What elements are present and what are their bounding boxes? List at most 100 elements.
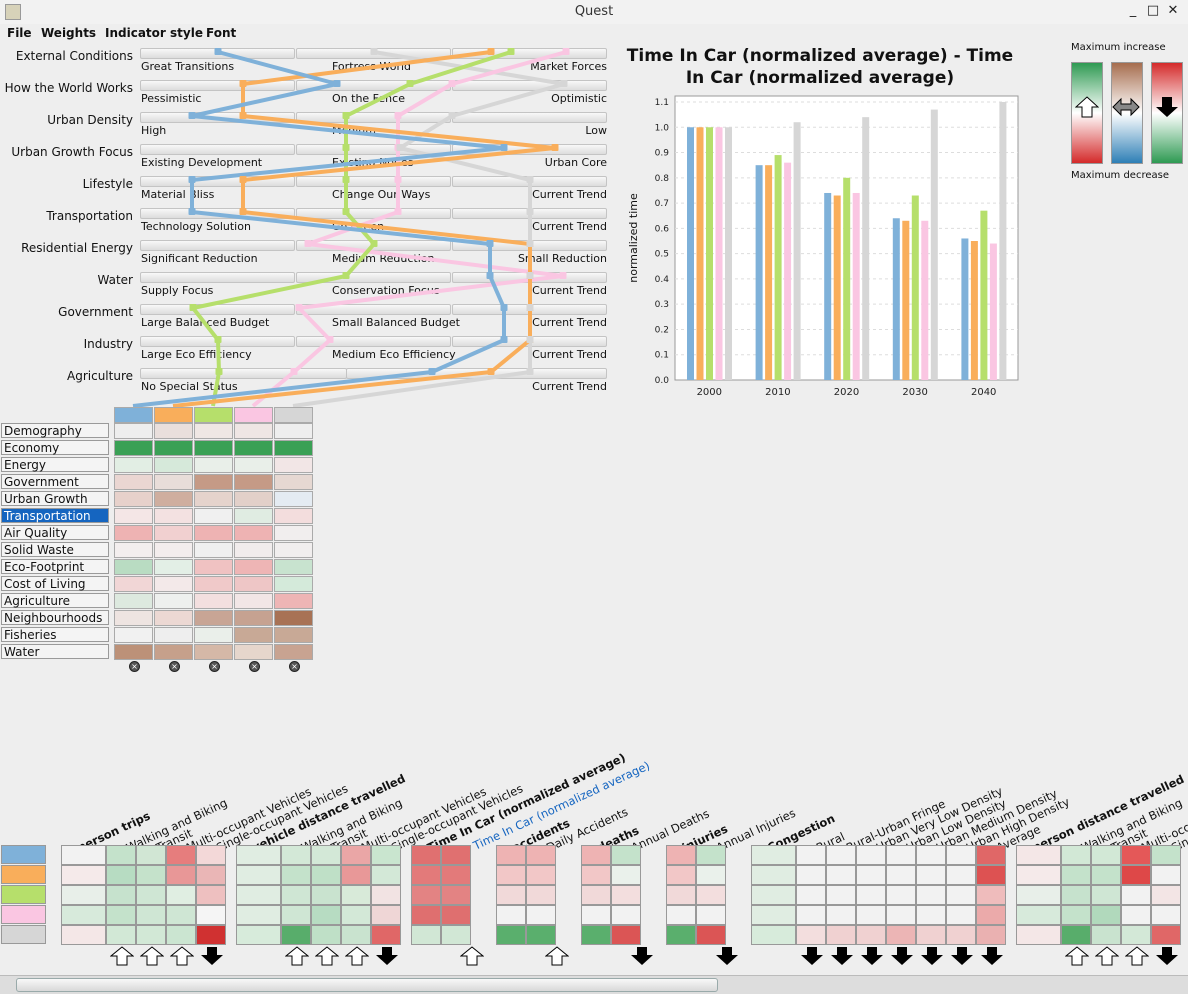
- indicator-cell[interactable]: [61, 925, 106, 945]
- indicator-cell[interactable]: [526, 925, 556, 945]
- indicator-cell[interactable]: [136, 905, 166, 925]
- heatmap-cell[interactable]: [274, 440, 313, 456]
- indicator-cell[interactable]: [281, 885, 311, 905]
- scenario-column-header[interactable]: [154, 407, 193, 423]
- heatmap-cell[interactable]: [234, 474, 273, 490]
- scenario-column-header[interactable]: [274, 407, 313, 423]
- heatmap-cell[interactable]: [274, 559, 313, 575]
- indicator-cell[interactable]: [106, 905, 136, 925]
- driver-slider-segment[interactable]: [452, 240, 607, 251]
- heatmap-cell[interactable]: [114, 627, 153, 643]
- category-item[interactable]: Fisheries: [1, 627, 109, 642]
- indicator-cell[interactable]: [946, 885, 976, 905]
- heatmap-cell[interactable]: [114, 644, 153, 660]
- indicator-cell[interactable]: [311, 925, 341, 945]
- indicator-cell[interactable]: [826, 845, 856, 865]
- indicator-cell[interactable]: [441, 925, 471, 945]
- heatmap-cell[interactable]: [154, 542, 193, 558]
- indicator-cell[interactable]: [916, 865, 946, 885]
- indicator-cell[interactable]: [166, 905, 196, 925]
- indicator-cell[interactable]: [1061, 905, 1091, 925]
- indicator-cell[interactable]: [666, 865, 696, 885]
- indicator-cell[interactable]: [341, 925, 371, 945]
- indicator-cell[interactable]: [61, 865, 106, 885]
- indicator-cell[interactable]: [976, 885, 1006, 905]
- category-item[interactable]: Energy: [1, 457, 109, 472]
- heatmap-cell[interactable]: [234, 627, 273, 643]
- indicator-cell[interactable]: [856, 865, 886, 885]
- indicator-cell[interactable]: [916, 845, 946, 865]
- heatmap-cell[interactable]: [154, 491, 193, 507]
- indicator-cell[interactable]: [796, 905, 826, 925]
- indicator-cell[interactable]: [166, 925, 196, 945]
- indicator-cell[interactable]: [136, 885, 166, 905]
- heatmap-cell[interactable]: [114, 440, 153, 456]
- remove-scenario-icon[interactable]: ×: [209, 661, 220, 672]
- indicator-cell[interactable]: [1061, 885, 1091, 905]
- category-item[interactable]: Water: [1, 644, 109, 659]
- driver-slider-segment[interactable]: [452, 144, 607, 155]
- indicator-cell[interactable]: [136, 925, 166, 945]
- heatmap-cell[interactable]: [154, 525, 193, 541]
- indicator-cell[interactable]: [581, 905, 611, 925]
- indicator-cell[interactable]: [946, 865, 976, 885]
- indicator-cell[interactable]: [526, 885, 556, 905]
- indicator-cell[interactable]: [106, 845, 136, 865]
- menu-weights[interactable]: Weights: [41, 26, 96, 40]
- indicator-cell[interactable]: [581, 925, 611, 945]
- indicator-cell[interactable]: [611, 925, 641, 945]
- indicator-cell[interactable]: [1016, 905, 1061, 925]
- heatmap-cell[interactable]: [194, 423, 233, 439]
- heatmap-cell[interactable]: [194, 525, 233, 541]
- indicator-cell[interactable]: [106, 865, 136, 885]
- indicator-cell[interactable]: [666, 925, 696, 945]
- menu-font[interactable]: Font: [206, 26, 236, 40]
- indicator-cell[interactable]: [1091, 845, 1121, 865]
- driver-slider-segment[interactable]: [296, 48, 451, 59]
- indicator-cell[interactable]: [1121, 845, 1151, 865]
- heatmap-cell[interactable]: [234, 610, 273, 626]
- remove-scenario-icon[interactable]: ×: [129, 661, 140, 672]
- heatmap-cell[interactable]: [114, 559, 153, 575]
- category-item[interactable]: Urban Growth: [1, 491, 109, 506]
- category-item[interactable]: Demography: [1, 423, 109, 438]
- indicator-cell[interactable]: [441, 885, 471, 905]
- indicator-cell[interactable]: [1151, 865, 1181, 885]
- indicator-cell[interactable]: [856, 845, 886, 865]
- indicator-cell[interactable]: [281, 905, 311, 925]
- indicator-cell[interactable]: [526, 905, 556, 925]
- heatmap-cell[interactable]: [194, 644, 233, 660]
- indicator-cell[interactable]: [1091, 885, 1121, 905]
- heatmap-cell[interactable]: [194, 559, 233, 575]
- driver-slider-segment[interactable]: [452, 272, 607, 283]
- indicator-cell[interactable]: [751, 885, 796, 905]
- indicator-cell[interactable]: [1121, 905, 1151, 925]
- indicator-cell[interactable]: [1016, 925, 1061, 945]
- indicator-cell[interactable]: [751, 905, 796, 925]
- driver-slider-segment[interactable]: [140, 208, 295, 219]
- heatmap-cell[interactable]: [154, 440, 193, 456]
- indicator-cell[interactable]: [281, 925, 311, 945]
- indicator-cell[interactable]: [106, 925, 136, 945]
- indicator-cell[interactable]: [611, 905, 641, 925]
- heatmap-cell[interactable]: [274, 610, 313, 626]
- indicator-cell[interactable]: [61, 845, 106, 865]
- indicator-cell[interactable]: [371, 905, 401, 925]
- horizontal-scrollbar[interactable]: [0, 975, 1188, 994]
- driver-slider-segment[interactable]: [452, 208, 607, 219]
- scenario-column-header[interactable]: [194, 407, 233, 423]
- indicator-cell[interactable]: [1091, 925, 1121, 945]
- indicator-cell[interactable]: [696, 925, 726, 945]
- heatmap-cell[interactable]: [234, 508, 273, 524]
- indicator-cell[interactable]: [196, 905, 226, 925]
- indicator-cell[interactable]: [611, 845, 641, 865]
- heatmap-cell[interactable]: [194, 440, 233, 456]
- heatmap-cell[interactable]: [114, 525, 153, 541]
- indicator-cell[interactable]: [696, 865, 726, 885]
- indicator-cell[interactable]: [61, 885, 106, 905]
- indicator-cell[interactable]: [196, 845, 226, 865]
- indicator-cell[interactable]: [441, 905, 471, 925]
- scenario-row-header[interactable]: [1, 905, 46, 924]
- indicator-cell[interactable]: [751, 865, 796, 885]
- remove-scenario-icon[interactable]: ×: [249, 661, 260, 672]
